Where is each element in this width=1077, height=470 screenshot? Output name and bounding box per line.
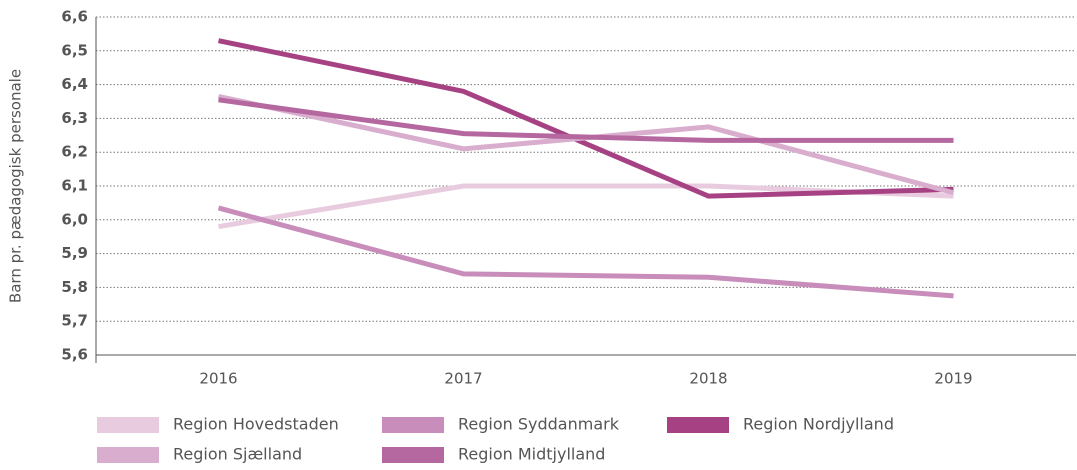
y-tick-label: 5,8 bbox=[61, 278, 88, 296]
y-tick-label: 6,5 bbox=[61, 41, 88, 59]
legend-label: Region Sjælland bbox=[173, 445, 302, 464]
y-tick-label: 5,9 bbox=[61, 244, 88, 262]
y-tick-label: 6,2 bbox=[61, 143, 88, 161]
legend-swatch bbox=[382, 417, 444, 433]
legend-label: Region Syddanmark bbox=[458, 415, 620, 434]
y-tick-label: 6,1 bbox=[61, 177, 88, 195]
y-tick-label: 6,6 bbox=[61, 8, 88, 26]
legend-swatch bbox=[382, 447, 444, 463]
line-series bbox=[218, 97, 954, 143]
x-tick-label: 2019 bbox=[934, 370, 972, 388]
line-series bbox=[217, 205, 954, 299]
legend-label: Region Nordjylland bbox=[743, 415, 894, 434]
legend-label: Region Hovedstaden bbox=[173, 415, 339, 434]
line-series bbox=[217, 38, 954, 199]
legend-swatch bbox=[97, 417, 159, 433]
y-tick-label: 6,0 bbox=[61, 210, 88, 228]
x-tick-label: 2016 bbox=[199, 370, 237, 388]
legend-label: Region Midtjylland bbox=[458, 445, 605, 464]
x-tick-label: 2018 bbox=[689, 370, 727, 388]
y-tick-label: 6,3 bbox=[61, 109, 88, 127]
legend-swatch bbox=[667, 417, 729, 433]
y-tick-label: 5,6 bbox=[61, 346, 88, 364]
y-tick-label: 5,7 bbox=[61, 312, 88, 330]
y-axis-label: Barn pr. pædagogisk personale bbox=[7, 69, 25, 303]
legend-swatch bbox=[97, 447, 159, 463]
x-tick-label: 2017 bbox=[444, 370, 482, 388]
y-tick-label: 6,4 bbox=[61, 75, 88, 93]
